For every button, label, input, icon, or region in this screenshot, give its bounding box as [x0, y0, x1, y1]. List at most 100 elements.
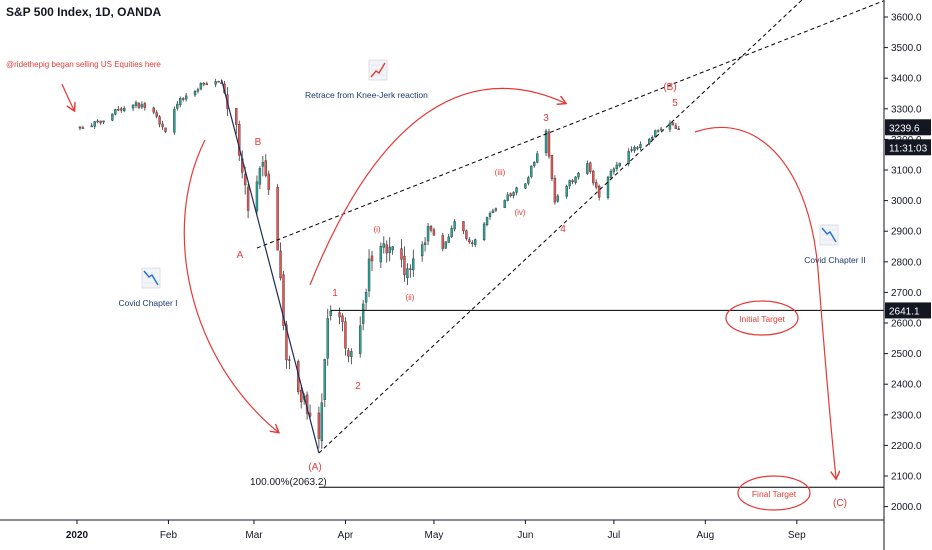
covid1-arrow[interactable] — [183, 139, 278, 432]
candle-up — [586, 160, 589, 176]
candle-down — [400, 239, 403, 268]
candle-body — [164, 127, 167, 132]
candle-body — [261, 162, 265, 167]
fib-level-label: 100.00%(2063.2) — [250, 477, 327, 488]
time-tick-label: Jun — [517, 530, 533, 541]
candle-up — [114, 108, 117, 116]
price-badge: 2641.1 — [885, 302, 931, 319]
retrace-arrow[interactable] — [309, 88, 565, 286]
candle-body — [453, 221, 456, 230]
candle-down — [370, 250, 374, 271]
candle-body — [347, 350, 350, 357]
final-target-ellipse[interactable] — [737, 475, 811, 511]
candle-body — [595, 182, 598, 188]
lower-trendline[interactable] — [318, 0, 884, 454]
candle-down — [597, 184, 601, 201]
candle-body — [279, 250, 282, 279]
candle-up — [577, 171, 580, 180]
candle-body — [432, 229, 436, 236]
candle-up — [636, 146, 639, 151]
candle-up — [93, 120, 96, 129]
candle-body — [639, 144, 642, 149]
price-tick-label: 2200.0 — [891, 441, 922, 452]
candle-body — [173, 109, 176, 133]
candle-down — [164, 127, 167, 134]
candle-up — [515, 186, 518, 196]
candle-up — [131, 104, 135, 112]
candle-up — [544, 128, 548, 156]
candle-body — [78, 126, 82, 129]
candle-up — [488, 211, 492, 221]
candle-down — [347, 348, 350, 363]
candle-body — [509, 193, 512, 197]
price-tick-label: 3300.0 — [891, 104, 922, 115]
candle-body — [155, 112, 158, 117]
candle-up — [453, 219, 456, 232]
candle-up — [326, 308, 329, 366]
candle-up — [261, 155, 265, 177]
candle-up — [122, 105, 126, 113]
candle-down — [202, 81, 206, 87]
price-badge: 11:31:03 — [885, 139, 931, 156]
candle-body — [412, 258, 415, 271]
candle-body — [255, 181, 259, 212]
candle-body — [677, 128, 680, 131]
candle-body — [571, 180, 574, 182]
candle-up — [379, 242, 383, 269]
candle-body — [465, 230, 468, 239]
candle-up — [530, 165, 533, 179]
candle-up — [176, 100, 179, 111]
candle-down — [589, 161, 592, 174]
candle-body — [179, 98, 182, 106]
candle-down — [341, 313, 344, 332]
candle-up — [90, 123, 93, 128]
candle-body — [193, 90, 197, 96]
candle-up — [654, 129, 657, 139]
time-tick-label: 2020 — [66, 530, 89, 541]
wave-label-w5: 5 — [672, 98, 678, 109]
candle-up — [565, 184, 568, 199]
candle-body — [81, 127, 85, 129]
candle-up — [485, 216, 489, 227]
upper-trendline[interactable] — [256, 0, 885, 249]
candle-body — [550, 154, 554, 179]
candle-body — [338, 312, 341, 318]
covid2-arrow[interactable] — [694, 126, 836, 478]
candle-body — [474, 239, 477, 245]
candle-down — [465, 229, 468, 241]
candle-up — [350, 348, 353, 365]
candle-down — [117, 106, 120, 112]
candle-down — [432, 227, 436, 236]
time-axis[interactable] — [0, 520, 884, 550]
selling-arrow[interactable] — [61, 83, 74, 110]
candle-up — [568, 179, 571, 190]
candle-body — [547, 131, 551, 157]
candle-down — [300, 384, 303, 409]
candle-body — [344, 321, 347, 349]
candle-up — [359, 316, 362, 358]
candle-body — [359, 325, 362, 354]
candle-down — [468, 237, 471, 244]
candle-body — [612, 168, 616, 172]
candle-body — [674, 125, 678, 129]
price-tick-label: 2500.0 — [891, 349, 922, 360]
candle-up — [214, 78, 217, 88]
candle-body — [300, 390, 303, 403]
candle-up — [179, 96, 182, 108]
candle-down — [344, 317, 347, 356]
candle-body — [429, 226, 433, 231]
candle-up — [494, 207, 498, 213]
price-tick-label: 3100.0 — [891, 166, 922, 177]
time-tick-label: Feb — [160, 530, 178, 541]
candle-body — [238, 124, 241, 156]
candle-up — [111, 113, 114, 122]
wave-a-line[interactable] — [220, 79, 320, 454]
candle-body — [370, 255, 374, 262]
candle-up — [648, 137, 651, 146]
candle-up — [474, 238, 477, 248]
initial-target-ellipse[interactable] — [725, 300, 799, 336]
chart-title: S&P 500 Index, 1D, OANDA — [6, 5, 161, 19]
candle-down — [677, 125, 680, 131]
price-axis[interactable] — [884, 0, 932, 550]
